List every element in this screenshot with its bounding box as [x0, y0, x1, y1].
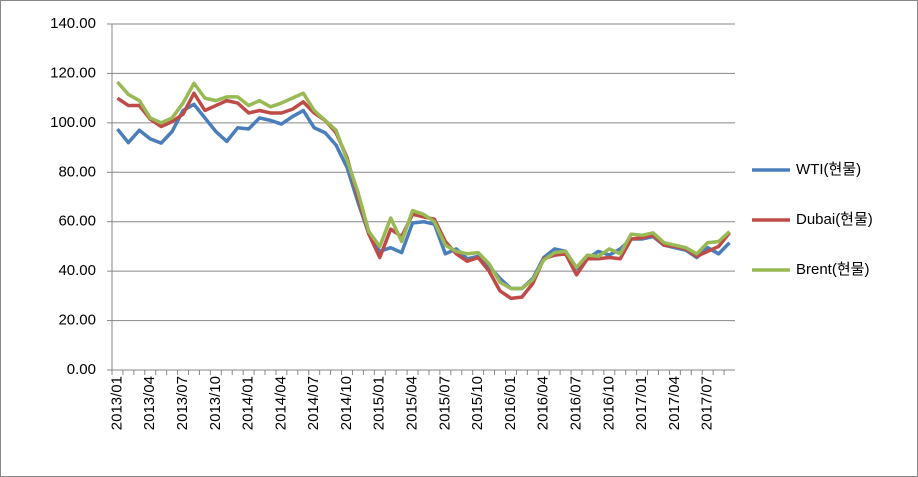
x-tick-label: 2013/07: [174, 376, 191, 430]
y-tick-label: 60.00: [58, 213, 96, 230]
series-line: [116, 80, 731, 291]
y-tick-label: 20.00: [58, 312, 96, 329]
x-tick-label: 2013/10: [207, 376, 224, 430]
x-tick-label: 2015/01: [371, 376, 388, 430]
x-tick-label: 2015/10: [469, 376, 486, 430]
y-tick-label: 100.00: [50, 114, 96, 131]
legend-label: Brent(현물): [796, 261, 869, 278]
legend-label: WTI(현물): [796, 161, 861, 178]
x-tick-label: 2014/10: [338, 376, 355, 430]
x-tick-label: 2016/04: [535, 376, 552, 430]
x-tick-label: 2014/07: [305, 376, 322, 430]
x-tick-label: 2013/01: [108, 376, 125, 430]
y-tick-label: 80.00: [58, 163, 96, 180]
x-tick-label: 2016/07: [567, 376, 584, 430]
x-tick-label: 2014/01: [240, 376, 257, 430]
y-tick-label: 140.00: [50, 15, 96, 32]
x-tick-label: 2015/07: [436, 376, 453, 430]
legend-label: Dubai(현물): [796, 211, 873, 228]
x-tick-label: 2017/01: [633, 376, 650, 430]
y-tick-label: 120.00: [50, 64, 96, 81]
x-tick-label: 2017/04: [666, 376, 683, 430]
x-tick-label: 2013/04: [141, 376, 158, 430]
y-tick-label: 40.00: [58, 262, 96, 279]
series-line: [116, 91, 731, 301]
x-tick-label: 2016/10: [600, 376, 617, 430]
x-tick-label: 2015/04: [404, 376, 421, 430]
x-tick-label: 2014/04: [272, 376, 289, 430]
x-tick-label: 2017/07: [699, 376, 716, 430]
y-tick-label: 0.00: [67, 361, 96, 378]
x-tick-label: 2016/01: [502, 376, 519, 430]
